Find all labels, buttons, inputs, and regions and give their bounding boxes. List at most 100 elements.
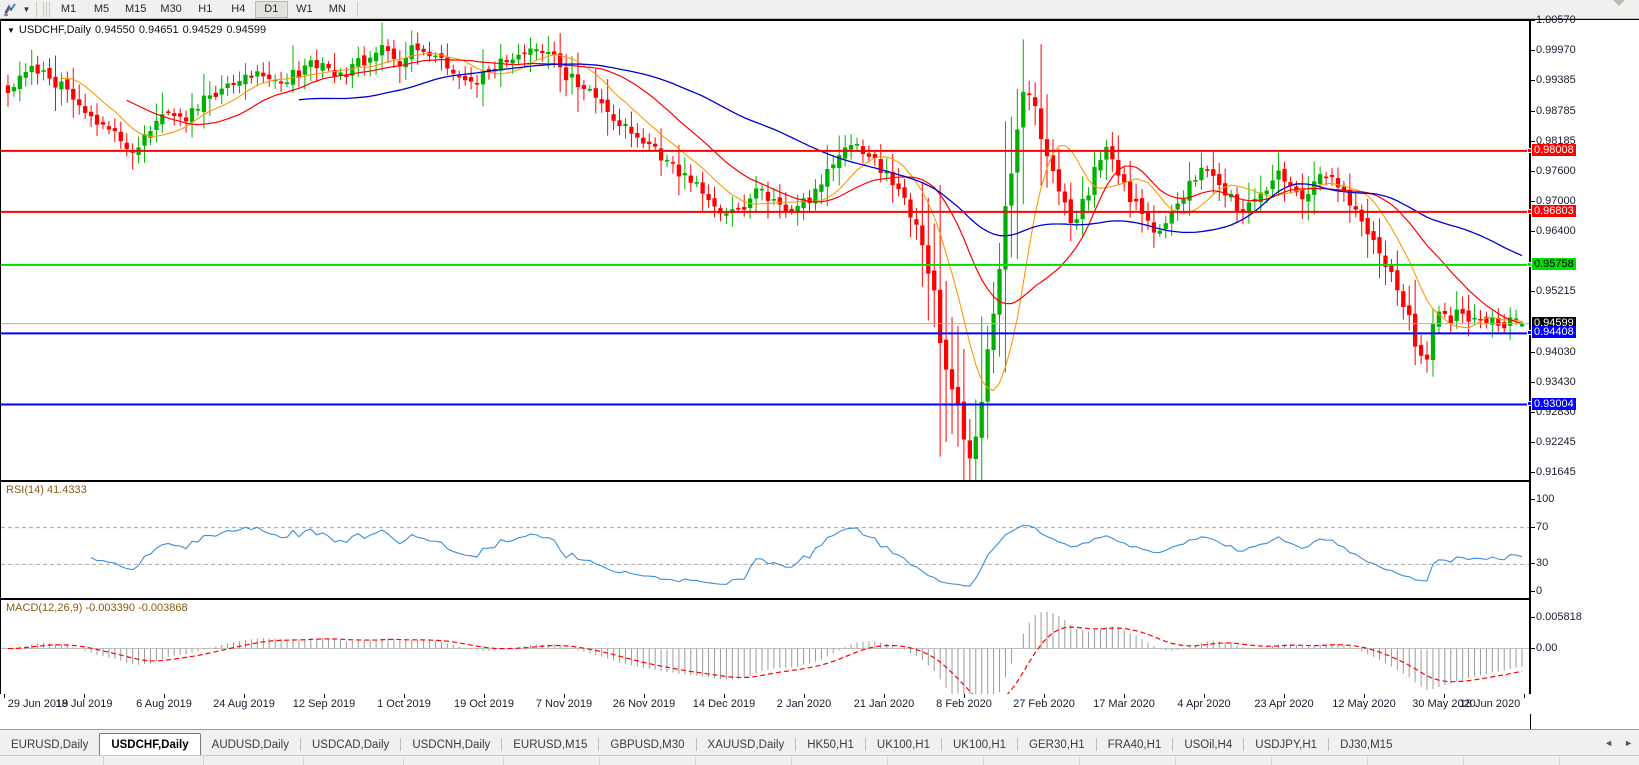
chart-tab-usdcad-daily[interactable]: USDCAD,Daily <box>311 738 390 751</box>
tabbar-cell <box>696 755 792 765</box>
price-level-label-098008[interactable]: 0.98008 <box>1532 143 1576 156</box>
tab-separator <box>695 737 697 751</box>
timeframe-button-w1[interactable]: W1 <box>296 3 313 15</box>
timeframe-button-mn[interactable]: MN <box>328 3 346 15</box>
tabbar-cell <box>204 755 304 765</box>
tab-scroll-right-icon[interactable]: ► <box>1624 738 1633 748</box>
price-level-label-093004[interactable]: 0.93004 <box>1532 397 1576 410</box>
date-tick-0 <box>4 694 5 698</box>
chart-tab-uk100-h1[interactable]: UK100,H1 <box>876 738 930 751</box>
date-tick-19 <box>1524 694 1525 698</box>
level-handle-096803[interactable] <box>1527 208 1532 214</box>
chart-tab-gbpusd-m30[interactable]: GBPUSD,M30 <box>610 738 685 751</box>
chart-tab-bar: EURUSD,Daily USDCHF,Daily AUDUSD,Daily USDC… <box>0 729 1639 765</box>
date-label-15: 4 Apr 2020 <box>1177 698 1231 710</box>
date-tick-4 <box>324 694 325 698</box>
date-label-9: 14 Dec 2019 <box>692 698 756 710</box>
timeframe-button-m1[interactable]: M1 <box>60 3 77 15</box>
tabbar-cell <box>792 755 888 765</box>
price-pane[interactable]: ▼ USDCHF,Daily 0.94550 0.94651 0.94529 0… <box>0 20 1530 481</box>
tab-scroll-controls[interactable]: ◄ ► <box>1604 738 1633 748</box>
main-toolbar: ▼ M1 M5 M15 M30 H1 H4 D1 W1 MN <box>0 0 1639 19</box>
chart-tab-uk100-h1[interactable]: UK100,H1 <box>952 738 1007 751</box>
chart-area[interactable]: ▼ USDCHF,Daily 0.94550 0.94651 0.94529 0… <box>0 15 1639 730</box>
level-handle-093004[interactable] <box>1527 401 1532 407</box>
chart-tab-xauusd-daily[interactable]: XAUUSD,Daily <box>707 738 785 751</box>
chart-tab-usdcnh-daily[interactable]: USDCNH,Daily <box>412 738 491 751</box>
tabbar-cell <box>1464 755 1560 765</box>
date-tick-17 <box>1364 694 1365 698</box>
date-label-4: 12 Sep 2019 <box>292 698 356 710</box>
date-tick-16 <box>1284 694 1285 698</box>
toolbar-dropdown-caret[interactable]: ▼ <box>22 4 31 14</box>
rsi-pane[interactable]: RSI(14) 41.4333 <box>0 481 1530 599</box>
price-level-label-094408[interactable]: 0.94408 <box>1532 326 1576 339</box>
timeframe-button-m15[interactable]: M15 <box>125 3 147 15</box>
rsi-tick-100: 100 <box>1531 494 1554 505</box>
chart-tab-hk50-h1[interactable]: HK50,H1 <box>807 738 854 751</box>
price-level-label-094599[interactable]: 0.94599 <box>1532 316 1576 329</box>
rsi-chart-canvas[interactable] <box>1 482 1529 598</box>
date-tick-6 <box>484 694 485 698</box>
date-tick-14 <box>1124 694 1125 698</box>
price-tick-11: 0.92830 <box>1531 407 1576 418</box>
tabbar-cell <box>104 755 204 765</box>
level-handle-095758[interactable] <box>1527 261 1532 267</box>
chart-tab-usoil-h4[interactable]: USOil,H4 <box>1184 738 1233 751</box>
timeframe-button-m5[interactable]: M5 <box>93 3 110 15</box>
chart-tab-eurusd-daily[interactable]: EURUSD,Daily <box>11 738 89 751</box>
date-label-10: 2 Jan 2020 <box>776 698 832 710</box>
toolbar-grip[interactable] <box>43 1 50 17</box>
tabbar-cell <box>1176 755 1272 765</box>
date-label-7: 7 Nov 2019 <box>535 698 593 710</box>
tabbar-cell <box>1368 755 1464 765</box>
date-axis: 29 Jun 2019 18 Jul 2019 6 Aug 2019 24 Aug 2… <box>0 694 1639 714</box>
chart-tabs: EURUSD,Daily USDCHF,Daily AUDUSD,Daily USDC… <box>0 733 1403 756</box>
tabbar-cell <box>0 755 104 765</box>
level-handle-098008[interactable] <box>1527 147 1532 153</box>
tab-separator <box>1328 737 1330 751</box>
toolbar-divider <box>36 1 37 17</box>
date-label-5: 1 Oct 2019 <box>377 698 431 710</box>
rsi-title: RSI(14) 41.4333 <box>6 484 87 496</box>
price-level-label-095758[interactable]: 0.95758 <box>1532 257 1576 270</box>
date-label-16: 23 Apr 2020 <box>1254 698 1314 710</box>
chart-tab-dj30-m15[interactable]: DJ30,M15 <box>1340 738 1393 751</box>
timeframe-group: M1 M5 M15 M30 H1 H4 D1 W1 MN <box>52 0 354 18</box>
chart-tab-fra40-h1[interactable]: FRA40,H1 <box>1107 738 1162 751</box>
chart-tab-eurusd-m15[interactable]: EURUSD,M15 <box>513 738 588 751</box>
timeframe-button-m30[interactable]: M30 <box>160 3 182 15</box>
chart-header-caret[interactable]: ▼ <box>7 25 15 35</box>
macd-chart-canvas[interactable] <box>1 600 1529 713</box>
tab-separator <box>501 737 503 751</box>
tabbar-cell <box>404 755 504 765</box>
price-tick-12: 0.92245 <box>1531 436 1576 448</box>
date-label-14: 17 Mar 2020 <box>1093 698 1155 710</box>
date-tick-9 <box>724 694 725 698</box>
chart-tab-ger30-h1[interactable]: GER30,H1 <box>1029 738 1085 751</box>
tab-separator <box>400 737 402 751</box>
price-tick-0: 1.00570 <box>1531 15 1576 26</box>
price-tick-9: 0.94030 <box>1531 346 1576 358</box>
price-tick-1: 0.99970 <box>1531 45 1576 56</box>
tab-scroll-left-icon[interactable]: ◄ <box>1604 738 1614 748</box>
chart-tab-usdchf-daily[interactable]: USDCHF,Daily <box>99 733 201 756</box>
price-level-label-096803[interactable]: 0.96803 <box>1532 204 1576 217</box>
rsi-tick-0: 0 <box>1531 586 1542 597</box>
chart-tab-audusd-daily[interactable]: AUDUSD,Daily <box>211 738 289 751</box>
level-handle-094408[interactable] <box>1527 330 1532 336</box>
chart-tab-usdjpy-h1[interactable]: USDJPY,H1 <box>1255 738 1318 751</box>
tab-separator <box>1243 737 1245 751</box>
price-axis[interactable]: 1.00570 0.99970 0.99385 0.98785 0.98185 0.976… <box>1527 15 1639 730</box>
date-tick-8 <box>644 694 645 698</box>
price-chart-canvas[interactable] <box>1 21 1529 480</box>
price-tick-2: 0.99385 <box>1531 75 1576 86</box>
price-tick-10: 0.93430 <box>1531 376 1576 388</box>
timeframe-button-h4[interactable]: H4 <box>231 3 246 15</box>
collapse-nub-icon[interactable] <box>1613 0 1625 6</box>
timeframe-button-d1[interactable]: D1 <box>254 0 288 18</box>
timeframe-button-h1[interactable]: H1 <box>198 3 213 15</box>
date-label-12: 8 Feb 2020 <box>936 698 992 710</box>
indicators-icon[interactable] <box>2 1 20 18</box>
price-tick-8: 0.95215 <box>1531 286 1576 297</box>
